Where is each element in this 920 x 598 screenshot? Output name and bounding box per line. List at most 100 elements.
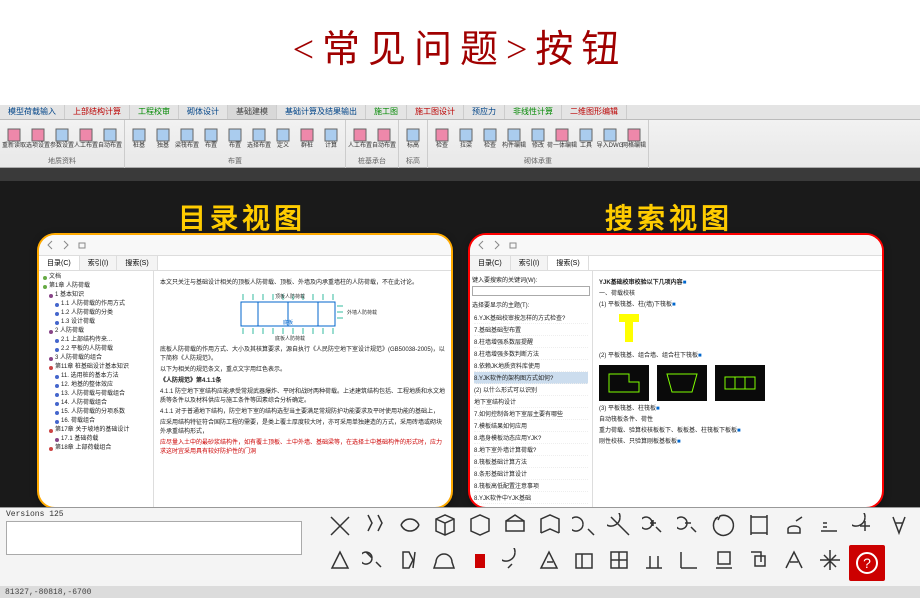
ribbon-button[interactable]: 群桩 <box>296 127 318 150</box>
ribbon-button[interactable]: 参数设置 <box>51 127 73 150</box>
tool-button[interactable] <box>394 545 426 577</box>
ribbon-button[interactable]: 自动布置 <box>373 127 395 150</box>
tool-button[interactable] <box>779 510 811 542</box>
tool-button[interactable] <box>499 545 531 577</box>
search-result[interactable]: 8.筏板高低配置注意事项 <box>474 480 588 492</box>
ribbon-tab[interactable]: 工程校审 <box>130 105 179 119</box>
tool-button[interactable] <box>429 545 461 577</box>
ribbon-button[interactable]: 梁筏布置 <box>176 127 198 150</box>
ribbon-button[interactable]: 选择布置 <box>248 127 270 150</box>
tool-button[interactable] <box>464 510 496 542</box>
tool-button[interactable] <box>569 545 601 577</box>
tree-item[interactable]: 14. 人防荷载组合 <box>41 399 151 408</box>
tool-button[interactable] <box>709 510 741 542</box>
tool-button[interactable] <box>324 510 356 542</box>
tree-item[interactable]: 11. 选用桩的基本方法 <box>41 372 151 381</box>
ribbon-button[interactable]: 构件编辑 <box>503 127 525 150</box>
ribbon-button[interactable]: 人工布置 <box>349 127 371 150</box>
back-icon[interactable] <box>476 240 486 250</box>
search-result[interactable]: 7.基础基础型布置 <box>474 324 588 336</box>
tool-button[interactable] <box>814 510 846 542</box>
search-result[interactable]: (2) 以什么形式可以识别 <box>474 384 588 396</box>
ribbon-button[interactable]: 荷一体编辑 <box>551 127 573 150</box>
ribbon-button[interactable]: 修改 <box>527 127 549 150</box>
ribbon-tab[interactable]: 基础计算及结果输出 <box>277 105 366 119</box>
tool-button[interactable] <box>639 510 671 542</box>
tool-button[interactable] <box>884 510 916 542</box>
tool-button[interactable] <box>744 510 776 542</box>
search-result[interactable]: 8.依赖JK地质资料库使用 <box>474 360 588 372</box>
forward-icon[interactable] <box>61 240 71 250</box>
ribbon-tab[interactable]: 基础建模 <box>228 105 277 119</box>
print-icon[interactable] <box>77 240 87 250</box>
tree-item[interactable]: 第17章 关于坡地的基础设计 <box>41 426 151 435</box>
back-icon[interactable] <box>45 240 55 250</box>
tool-button[interactable] <box>324 545 356 577</box>
forward-icon[interactable] <box>492 240 502 250</box>
tool-button[interactable] <box>359 510 391 542</box>
tool-button[interactable] <box>569 510 601 542</box>
ribbon-tab[interactable]: 预应力 <box>464 105 505 119</box>
tool-button[interactable] <box>744 545 776 577</box>
tree-item[interactable]: 17.1 基础荷载 <box>41 435 151 444</box>
ribbon-button[interactable]: 人工布置 <box>75 127 97 150</box>
search-result[interactable]: 8.墙身模板动态应用YJK? <box>474 432 588 444</box>
ribbon-tab[interactable]: 非线性计算 <box>505 105 562 119</box>
search-result[interactable]: 8.筏板基础计算方法 <box>474 456 588 468</box>
search-result[interactable]: 地下室结构设计 <box>474 396 588 408</box>
tree-item[interactable]: 1.3 设计荷载 <box>41 318 151 327</box>
tree-item[interactable]: 第11章 桩基础设计基本知识 <box>41 363 151 372</box>
tree-item[interactable]: 2.1 上部结构传来... <box>41 336 151 345</box>
tool-button[interactable] <box>534 545 566 577</box>
ribbon-button[interactable]: 自动布置 <box>99 127 121 150</box>
tool-button[interactable] <box>674 545 706 577</box>
tree-item[interactable]: 3 人防荷载的组合 <box>41 354 151 363</box>
tool-button[interactable] <box>464 545 496 577</box>
tree-item[interactable]: 16. 荷载组合 <box>41 417 151 426</box>
tree-item[interactable]: 2.2 平板的人防荷载 <box>41 345 151 354</box>
ribbon-button[interactable]: 导入DWG <box>599 127 621 150</box>
ribbon-tab[interactable]: 上部结构计算 <box>65 105 130 119</box>
help-button[interactable]: ? <box>849 545 885 581</box>
ribbon-button[interactable]: 工具 <box>575 127 597 150</box>
tree-view[interactable]: 文档第1章 人防荷载1 基本知识1.1 人防荷载的作用方式1.2 人防荷载的分类… <box>39 271 154 509</box>
tool-button[interactable] <box>604 510 636 542</box>
ribbon-button[interactable]: 检查 <box>479 127 501 150</box>
tab-search[interactable]: 搜索(S) <box>548 256 588 270</box>
tool-button[interactable] <box>429 510 461 542</box>
tool-button[interactable] <box>674 510 706 542</box>
tab-index[interactable]: 索引(I) <box>511 256 549 270</box>
ribbon-tab[interactable]: 施工图 <box>366 105 407 119</box>
tool-button[interactable] <box>534 510 566 542</box>
search-result[interactable]: 7.如何控制各地下室层主要有哪些 <box>474 408 588 420</box>
ribbon-button[interactable]: 网格编辑 <box>623 127 645 150</box>
ribbon-button[interactable]: 布置 <box>224 127 246 150</box>
tree-item[interactable]: 文档 <box>41 273 151 282</box>
tool-button[interactable] <box>639 545 671 577</box>
ribbon-button[interactable]: 布置 <box>200 127 222 150</box>
tool-button[interactable] <box>814 545 846 577</box>
ribbon-button[interactable]: 拉梁 <box>455 127 477 150</box>
search-results[interactable]: 6.YJK基础校审按怎样的方式检查?7.基础基础型布置8.柱墙增强系数层提醒8.… <box>472 310 590 506</box>
tree-item[interactable]: 13. 人防荷载与荷载组合 <box>41 390 151 399</box>
tool-button[interactable] <box>394 510 426 542</box>
ribbon-button[interactable]: 计算 <box>320 127 342 150</box>
tree-item[interactable]: 15. 人防荷载的分项系数 <box>41 408 151 417</box>
search-result[interactable]: 8.地下室外墙计算荷载? <box>474 444 588 456</box>
search-result[interactable]: 8.柱墙增强系数层提醒 <box>474 336 588 348</box>
ribbon-tab[interactable]: 模型荷载输入 <box>0 105 65 119</box>
search-input[interactable] <box>472 286 590 296</box>
tree-item[interactable]: 1 基本知识 <box>41 291 151 300</box>
tab-search[interactable]: 搜索(S) <box>117 256 157 270</box>
tool-button[interactable] <box>709 545 741 577</box>
tool-button[interactable] <box>604 545 636 577</box>
ribbon-button[interactable]: 检查 <box>431 127 453 150</box>
ribbon-tab[interactable]: 施工图设计 <box>407 105 464 119</box>
search-result[interactable]: 8.YJK软件的架构图方式如何? <box>474 372 588 384</box>
search-result[interactable]: 7.模板结果如何应用 <box>474 420 588 432</box>
search-result[interactable]: 8.条形基础计算设计 <box>474 468 588 480</box>
search-result[interactable]: 8.YJK软件中YJK基础 <box>474 492 588 504</box>
ribbon-button[interactable]: 重新读取 <box>3 127 25 150</box>
tab-contents[interactable]: 目录(C) <box>39 256 80 270</box>
ribbon-button[interactable]: 标高 <box>402 127 424 150</box>
